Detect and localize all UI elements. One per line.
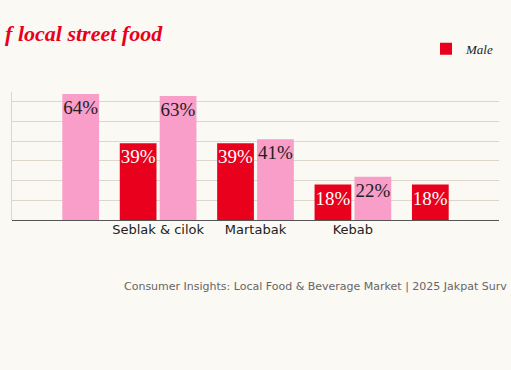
svg-text:Consumer Insights: Local Food: Consumer Insights: Local Food & Beverage… bbox=[124, 280, 507, 293]
svg-text:39%: 39% bbox=[121, 146, 156, 167]
svg-text:18%: 18% bbox=[315, 188, 350, 209]
svg-text:Seblak & cilok: Seblak & cilok bbox=[112, 222, 204, 237]
svg-text:Kebab: Kebab bbox=[333, 222, 373, 237]
svg-text:18%: 18% bbox=[413, 188, 448, 209]
svg-text:22%: 22% bbox=[355, 180, 390, 201]
svg-text:Martabak: Martabak bbox=[225, 222, 287, 237]
svg-text:39%: 39% bbox=[218, 146, 253, 167]
svg-text:41%: 41% bbox=[258, 142, 293, 163]
svg-text:64%: 64% bbox=[63, 97, 98, 118]
svg-text:f local street food: f local street food bbox=[5, 21, 163, 46]
svg-text:63%: 63% bbox=[161, 99, 196, 120]
svg-text:Male: Male bbox=[465, 42, 493, 57]
